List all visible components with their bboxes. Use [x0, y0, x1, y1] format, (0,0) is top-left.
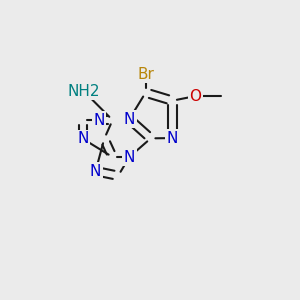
Text: N: N [93, 112, 105, 128]
Text: Br: Br [137, 67, 154, 82]
Text: O: O [190, 88, 202, 104]
Text: N: N [167, 130, 178, 146]
Text: N: N [90, 164, 101, 178]
Text: NH2: NH2 [68, 84, 100, 99]
Text: N: N [77, 131, 88, 146]
Text: N: N [124, 149, 135, 164]
Text: N: N [124, 112, 135, 127]
